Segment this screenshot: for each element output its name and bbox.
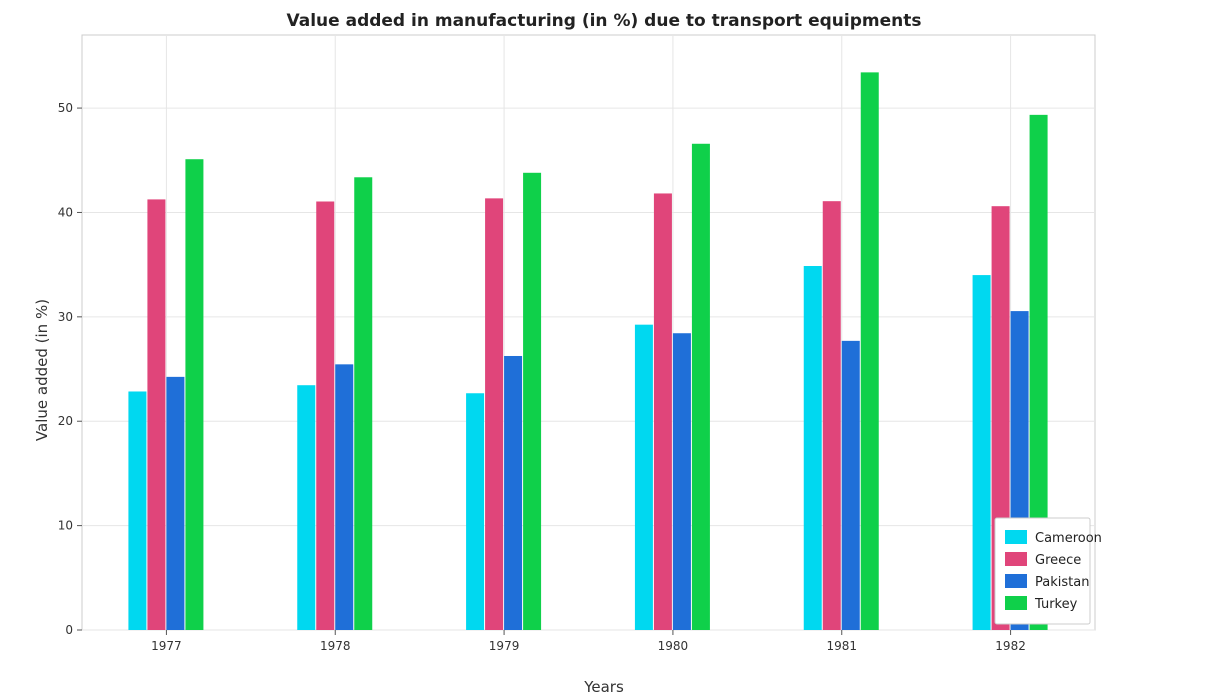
y-tick-label: 10 xyxy=(58,519,73,533)
bar-cameroon-1981 xyxy=(803,266,822,630)
legend-swatch-greece xyxy=(1005,552,1027,566)
bar-turkey-1980 xyxy=(691,143,710,630)
x-tick-label: 1977 xyxy=(151,639,182,653)
bar-greece-1980 xyxy=(653,193,672,631)
legend-label-cameroon: Cameroon xyxy=(1035,531,1102,546)
legend-label-greece: Greece xyxy=(1035,553,1081,568)
bar-cameroon-1982 xyxy=(972,275,991,630)
y-tick-label: 40 xyxy=(58,205,73,219)
bar-turkey-1979 xyxy=(523,172,542,630)
legend-label-pakistan: Pakistan xyxy=(1035,575,1089,590)
y-tick-label: 30 xyxy=(58,310,73,324)
x-tick-label: 1979 xyxy=(489,639,520,653)
bars xyxy=(128,72,1048,631)
x-tick-label: 1980 xyxy=(658,639,689,653)
bar-greece-1981 xyxy=(822,201,841,631)
y-tick-label: 50 xyxy=(58,101,73,115)
bar-pakistan-1977 xyxy=(166,376,185,630)
bar-turkey-1977 xyxy=(185,159,204,630)
bar-cameroon-1978 xyxy=(297,385,316,630)
chart-title: Value added in manufacturing (in %) due … xyxy=(287,11,922,31)
bar-turkey-1981 xyxy=(860,72,879,630)
legend: Cameroon Greece Pakistan Turkey xyxy=(994,517,1102,625)
legend-swatch-cameroon xyxy=(1005,530,1027,544)
bar-pakistan-1979 xyxy=(504,355,523,630)
bar-cameroon-1977 xyxy=(128,391,147,630)
x-axis-label: Years xyxy=(583,678,624,696)
bar-pakistan-1978 xyxy=(335,364,354,630)
grid-lines xyxy=(81,34,1096,631)
legend-label-turkey: Turkey xyxy=(1034,597,1078,612)
bar-turkey-1982 xyxy=(1029,114,1048,630)
bar-cameroon-1980 xyxy=(634,324,653,630)
bar-greece-1978 xyxy=(316,201,335,631)
bar-pakistan-1981 xyxy=(841,340,860,630)
bar-cameroon-1979 xyxy=(466,393,485,630)
bar-pakistan-1980 xyxy=(672,333,691,630)
x-tick-label: 1982 xyxy=(995,639,1026,653)
y-tick-labels: 0 10 20 30 40 50 xyxy=(58,101,82,637)
y-tick-label: 0 xyxy=(65,623,73,637)
y-axis-label: Value added (in %) xyxy=(33,299,51,441)
x-tick-label: 1978 xyxy=(320,639,351,653)
plot-area xyxy=(81,34,1096,631)
x-tick-label: 1981 xyxy=(826,639,857,653)
bar-greece-1979 xyxy=(485,198,504,631)
legend-swatch-turkey xyxy=(1005,596,1027,610)
bar-turkey-1978 xyxy=(354,177,373,630)
bar-greece-1977 xyxy=(147,199,166,630)
y-tick-label: 20 xyxy=(58,414,73,428)
legend-swatch-pakistan xyxy=(1005,574,1027,588)
x-tick-labels: 1977 1978 1979 1980 1981 1982 xyxy=(151,630,1026,653)
